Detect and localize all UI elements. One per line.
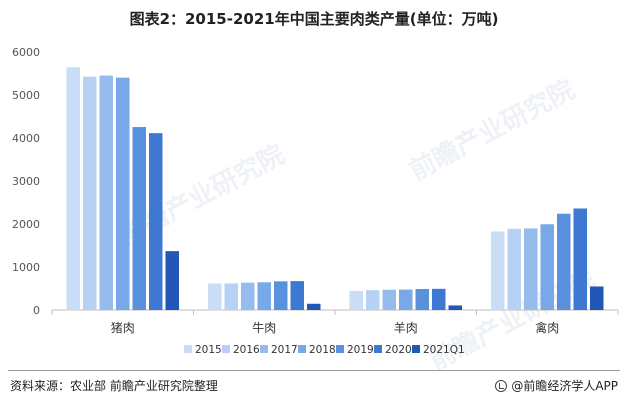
bar-2017-禽肉 [524, 228, 538, 310]
bar-2021Q1-禽肉 [590, 286, 604, 310]
legend-label-2016: 2016 [233, 344, 260, 356]
bar-2019-羊肉 [415, 289, 429, 310]
y-tick-label: 0 [33, 304, 40, 317]
legend-swatch-2021Q1 [412, 345, 420, 353]
y-tick-label: 1000 [12, 261, 40, 274]
bar-2020-猪肉 [149, 133, 163, 310]
bar-2015-禽肉 [491, 231, 505, 310]
legend-label-2017: 2017 [271, 344, 298, 356]
bar-2017-牛肉 [241, 282, 255, 310]
bar-2021Q1-牛肉 [307, 303, 321, 310]
y-tick-label: 6000 [12, 46, 40, 59]
legend-swatch-2018 [298, 345, 306, 353]
bar-2020-牛肉 [290, 281, 304, 310]
bar-2019-猪肉 [132, 127, 146, 310]
legend-label-2021Q1: 2021Q1 [423, 344, 465, 356]
bar-2016-牛肉 [224, 283, 238, 310]
bar-2021Q1-猪肉 [165, 251, 179, 310]
brand-logo-icon [495, 379, 508, 392]
bar-2018-猪肉 [116, 77, 130, 311]
legend-label-2018: 2018 [309, 344, 336, 356]
x-category-label: 禽肉 [535, 320, 559, 335]
source-note: 资料来源：农业部 前瞻产业研究院整理 [10, 379, 218, 393]
legend-swatch-2020 [374, 345, 382, 353]
bar-2017-猪肉 [99, 75, 113, 311]
brand-text: @前瞻经济学人APP [511, 379, 618, 393]
bar-2018-禽肉 [540, 224, 554, 310]
bar-2016-禽肉 [507, 228, 521, 310]
bar-2020-羊肉 [432, 288, 446, 310]
bar-2016-猪肉 [83, 76, 97, 310]
y-tick-label: 5000 [12, 89, 40, 102]
bar-2019-禽肉 [557, 213, 571, 310]
bar-2017-羊肉 [382, 289, 396, 310]
footer-divider [8, 370, 620, 371]
bar-2020-禽肉 [573, 208, 587, 310]
bar-2015-猪肉 [66, 67, 80, 310]
legend-label-2020: 2020 [385, 344, 412, 356]
legend-swatch-2019 [336, 345, 344, 353]
legend-swatch-2015 [184, 345, 192, 353]
bar-2018-羊肉 [399, 289, 413, 310]
chart-title: 图表2：2015-2021年中国主要肉类产量(单位：万吨) [129, 10, 499, 28]
legend-swatch-2016 [222, 345, 230, 353]
bar-2019-牛肉 [274, 281, 288, 310]
legend-label-2015: 2015 [195, 344, 222, 356]
bar-2015-牛肉 [208, 283, 222, 310]
bar-2021Q1-羊肉 [448, 305, 462, 310]
y-tick-label: 3000 [12, 175, 40, 188]
bar-chart: 0 1000 2000 3000 4000 5000 6000 猪肉 牛肉 羊肉 禽肉 2015 201… [12, 46, 619, 356]
bar-2018-牛肉 [257, 282, 271, 310]
x-category-label: 牛肉 [252, 320, 276, 335]
bar-2016-羊肉 [366, 290, 380, 310]
legend-swatch-2017 [260, 345, 268, 353]
y-tick-label: 2000 [12, 218, 40, 231]
legend-label-2019: 2019 [347, 344, 374, 356]
y-tick-label: 4000 [12, 132, 40, 145]
x-category-label: 羊肉 [394, 320, 418, 335]
bar-2015-羊肉 [349, 291, 363, 310]
brand-credit: @前瞻经济学人APP [495, 377, 618, 394]
x-category-label: 猪肉 [111, 321, 135, 335]
